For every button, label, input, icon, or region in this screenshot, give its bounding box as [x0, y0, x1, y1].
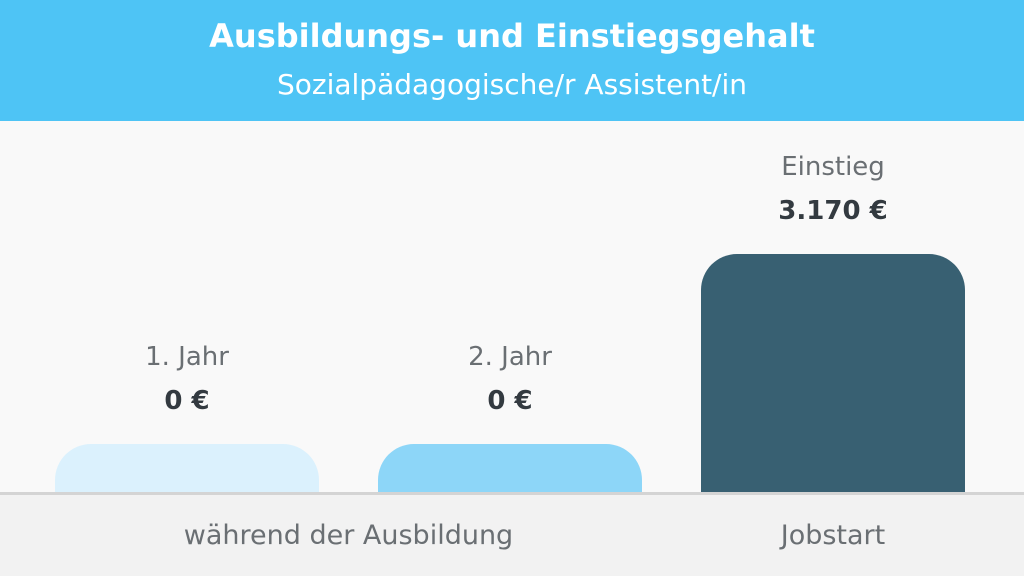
- bar-1: [55, 444, 319, 492]
- bar-category-label-3: Einstieg: [781, 152, 885, 182]
- bar-category-label-1: 1. Jahr: [145, 342, 229, 372]
- bar-value-label-3: 3.170 €: [778, 196, 888, 226]
- x-axis-band: [0, 492, 1024, 576]
- bar-category-label-2: 2. Jahr: [468, 342, 552, 372]
- group-label-jobstart: Jobstart: [780, 520, 886, 551]
- group-label-ausbildung: während der Ausbildung: [183, 520, 514, 551]
- chart-header: Ausbildungs- und Einstiegsgehalt Sozialp…: [0, 0, 1024, 121]
- bar-value-label-1: 0 €: [164, 386, 210, 416]
- bar-value-label-2: 0 €: [487, 386, 533, 416]
- bar-3: [701, 254, 965, 492]
- chart-title: Ausbildungs- und Einstiegsgehalt: [209, 17, 815, 55]
- bar-2: [378, 444, 642, 492]
- chart-subtitle: Sozialpädagogische/r Assistent/in: [276, 68, 748, 101]
